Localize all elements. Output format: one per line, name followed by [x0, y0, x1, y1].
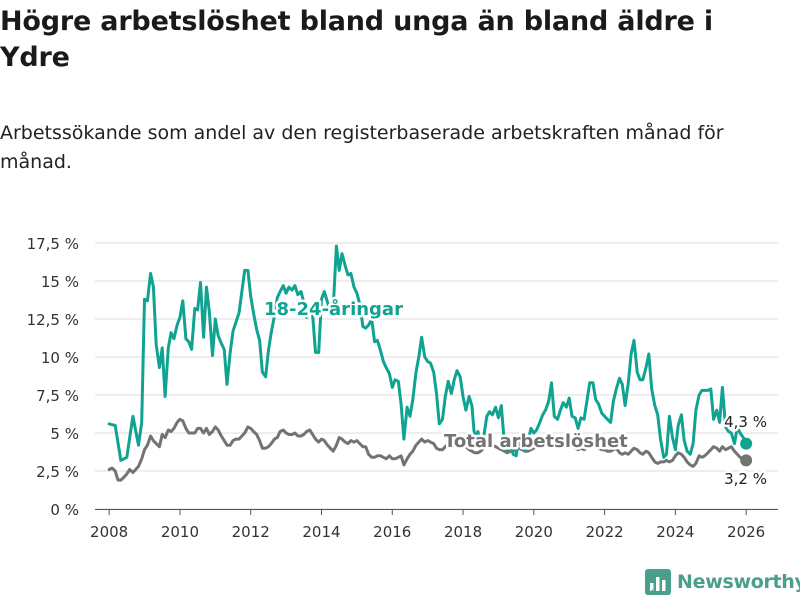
- x-tick-label: 2010: [161, 523, 199, 541]
- series-label-total-halo: Total arbetslöshet: [444, 431, 628, 452]
- series-label-young-halo: 18-24-åringar: [264, 298, 403, 320]
- y-tick-label: 10 %: [41, 349, 79, 367]
- y-tick-label: 15 %: [41, 273, 79, 291]
- y-tick-label: 2,5 %: [36, 463, 79, 481]
- series-group: [107, 244, 753, 482]
- y-tick-label: 7,5 %: [36, 387, 79, 405]
- x-tick-label: 2014: [302, 523, 340, 541]
- brand-name: Newsworthy: [677, 571, 800, 593]
- grid: [95, 242, 778, 510]
- end-value-young-halo: 4,3 %: [724, 413, 767, 431]
- page-title: Högre arbetslöshet bland unga än bland ä…: [0, 6, 713, 73]
- end-value-total: 3,2 %: [724, 470, 767, 488]
- x-tick-label: 2018: [444, 523, 482, 541]
- y-tick-label: 0 %: [50, 501, 79, 519]
- x-tick-label: 2024: [656, 523, 694, 541]
- x-tick-label: 2020: [515, 523, 553, 541]
- page-subtitle: Arbetssökande som andel av den registerb…: [0, 122, 724, 173]
- x-tick-label: 2026: [727, 523, 765, 541]
- series-label-young: 18-24-åringar: [264, 298, 403, 320]
- x-tick-label: 2016: [373, 523, 411, 541]
- end-value-young: 4,3 %: [724, 413, 767, 431]
- brand-logo[interactable]: Newsworthy: [645, 569, 800, 595]
- series-end-point-0: [740, 437, 753, 450]
- series-line-0: [107, 244, 748, 462]
- axes: 0 % 2,5 % 5 % 7,5 % 10 % 12,5 % 15 % 17,5 % 2008…: [27, 235, 778, 541]
- series-line-1: [107, 417, 748, 482]
- y-tick-label: 5 %: [50, 425, 79, 443]
- end-value-total-halo: 3,2 %: [724, 470, 767, 488]
- y-tick-label: 12,5 %: [27, 311, 79, 329]
- series-end-point-1: [740, 454, 753, 467]
- bar-chart-logo-icon: [645, 569, 671, 595]
- x-tick-label: 2008: [90, 523, 128, 541]
- series-label-total: Total arbetslöshet: [444, 431, 628, 452]
- x-tick-label: 2022: [586, 523, 624, 541]
- x-tick-label: 2012: [232, 523, 270, 541]
- y-tick-label: 17,5 %: [27, 235, 79, 253]
